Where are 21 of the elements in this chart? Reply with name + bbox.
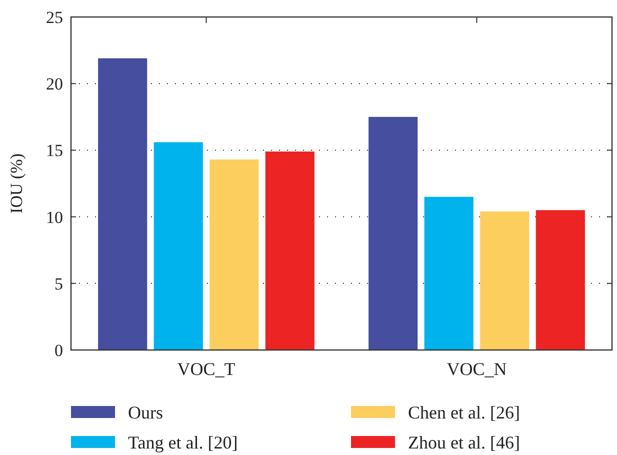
legend-label: Tang et al. [20] — [128, 432, 238, 452]
bar — [98, 58, 148, 350]
bar — [265, 152, 314, 350]
y-tick-label: 25 — [46, 8, 63, 27]
bar — [536, 210, 585, 350]
bar — [480, 211, 530, 350]
x-tick-label: VOC_T — [177, 359, 236, 379]
y-tick-label: 0 — [54, 340, 63, 360]
legend-label: Ours — [128, 402, 163, 422]
bar — [424, 196, 474, 350]
y-tick-label: 10 — [46, 208, 63, 227]
bar — [368, 116, 418, 350]
y-tick-label: 20 — [46, 74, 63, 94]
legend-label: Chen et al. [26] — [408, 402, 520, 422]
bar — [154, 142, 203, 350]
x-tick-label: VOC_N — [446, 359, 507, 379]
y-tick-label: 15 — [46, 141, 63, 160]
bar — [210, 160, 259, 350]
y-tick-label: 5 — [54, 274, 63, 294]
y-axis-title: IOU (%) — [7, 154, 26, 214]
legend-label: Zhou et al. [46] — [408, 432, 520, 452]
